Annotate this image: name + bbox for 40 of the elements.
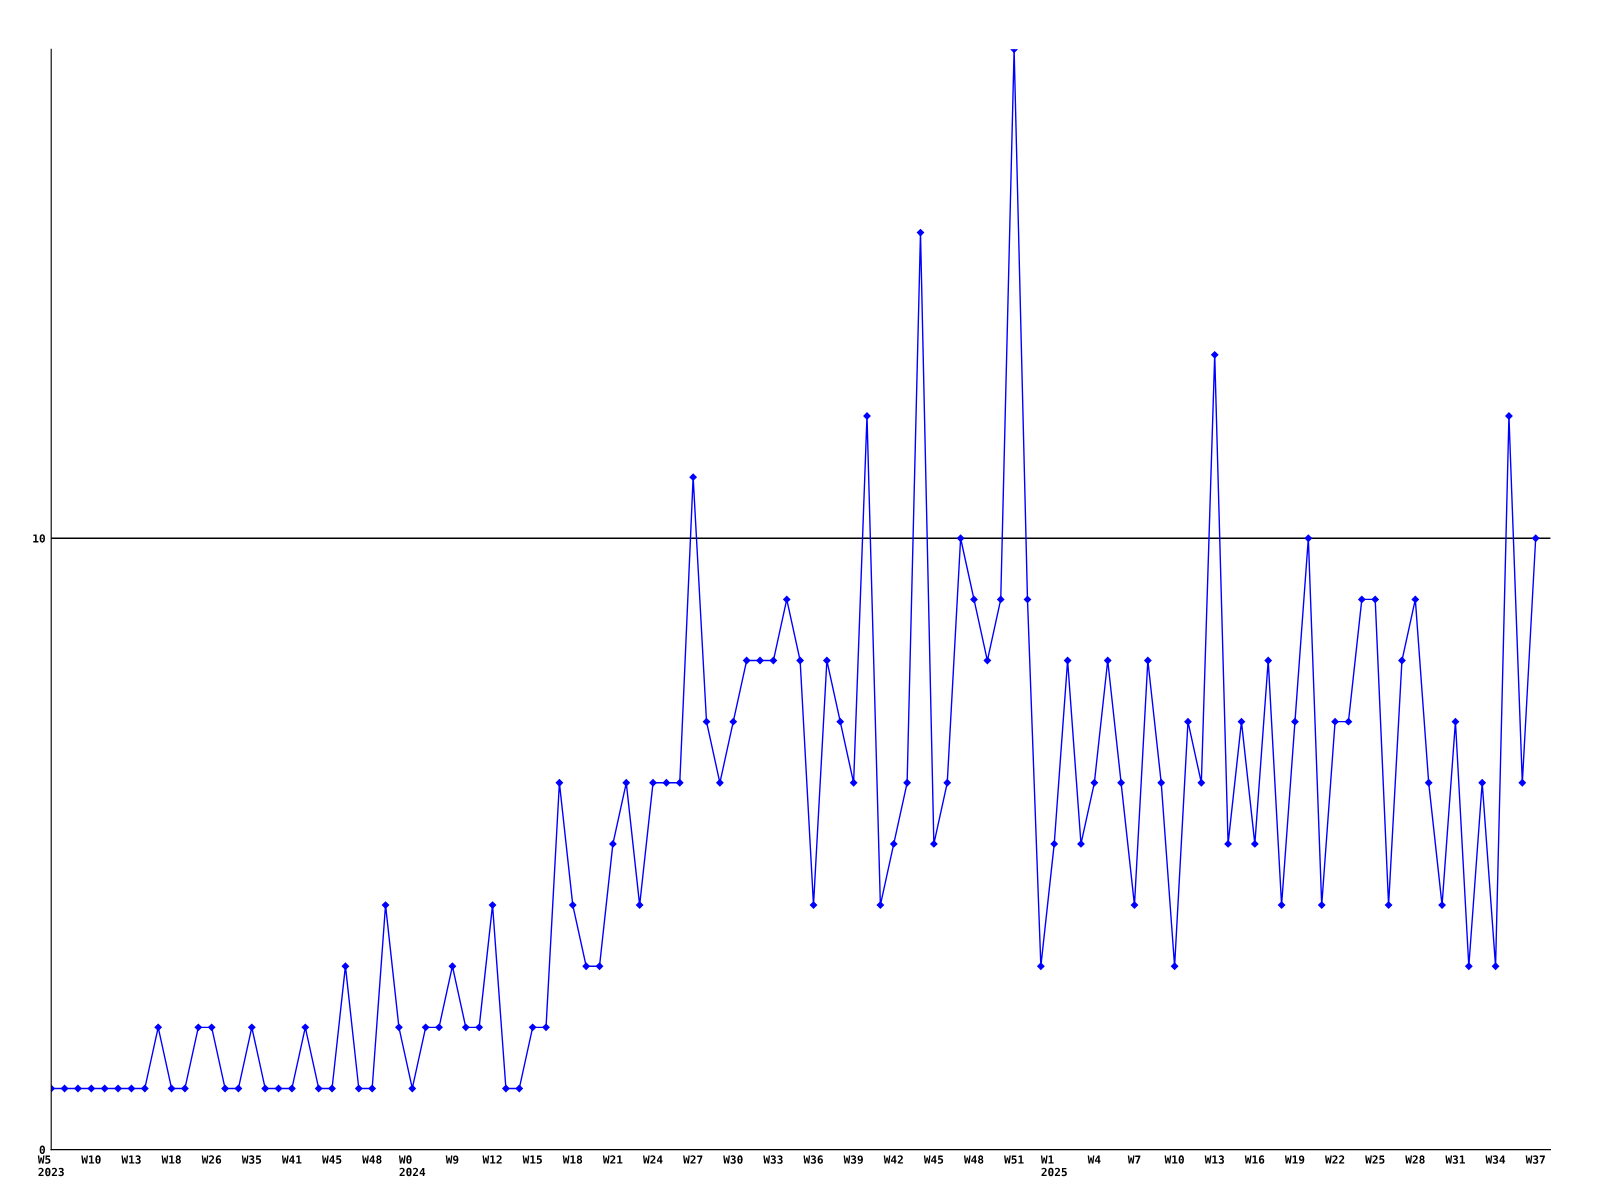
x-tick-label: W13 xyxy=(1204,1155,1225,1164)
x-tick-label: W5 2023 xyxy=(37,1155,64,1177)
x-tick-label: W27 xyxy=(683,1155,703,1164)
x-tick-label: W35 xyxy=(241,1155,262,1164)
x-tick-label: W22 xyxy=(1325,1155,1345,1164)
x-tick-label: W33 xyxy=(763,1155,783,1164)
x-tick-label: W45 xyxy=(322,1155,342,1164)
x-tick-label: W37 xyxy=(1525,1155,1545,1164)
x-tick-label: W42 xyxy=(883,1155,903,1164)
x-tick-label: W39 xyxy=(843,1155,863,1164)
x-tick-label: W0 2024 xyxy=(398,1155,426,1177)
x-tick-label: W26 xyxy=(201,1155,222,1164)
x-tick-label: W10 xyxy=(1164,1155,1184,1164)
x-tick-label: W9 xyxy=(445,1155,459,1164)
x-tick-label: W24 xyxy=(642,1155,663,1164)
x-tick-label: W15 xyxy=(522,1155,542,1164)
y-tick-label: 0 xyxy=(39,1145,45,1154)
y-tick-label: 10 xyxy=(33,534,45,543)
x-tick-label: W18 xyxy=(562,1155,583,1164)
x-tick-label: W16 xyxy=(1244,1155,1265,1164)
x-tick-label: W7 xyxy=(1127,1155,1141,1164)
x-tick-label: W4 xyxy=(1087,1155,1101,1164)
x-tick-label: W21 xyxy=(602,1155,623,1164)
x-tick-label: W18 xyxy=(161,1155,181,1164)
x-tick-label: W30 xyxy=(723,1155,743,1164)
x-tick-label: W36 xyxy=(803,1155,823,1164)
x-tick-label: W45 xyxy=(923,1155,944,1164)
x-tick-label: W19 xyxy=(1284,1155,1305,1164)
x-tick-label: W31 xyxy=(1445,1155,1465,1164)
x-tick-label: W51 xyxy=(1004,1155,1024,1164)
x-tick-label: W41 xyxy=(281,1155,302,1164)
x-tick-label: W34 xyxy=(1485,1155,1506,1164)
x-tick-label: W48 xyxy=(362,1155,382,1164)
x-tick-label: W13 xyxy=(121,1155,141,1164)
x-tick-label: W10 xyxy=(81,1155,101,1164)
x-tick-label: W25 xyxy=(1365,1155,1385,1164)
x-tick-label: W1 2025 xyxy=(1040,1155,1067,1177)
x-tick-label: W48 xyxy=(963,1155,984,1164)
x-tick-label: W12 xyxy=(482,1155,502,1164)
x-tick-label: W28 xyxy=(1405,1155,1425,1164)
